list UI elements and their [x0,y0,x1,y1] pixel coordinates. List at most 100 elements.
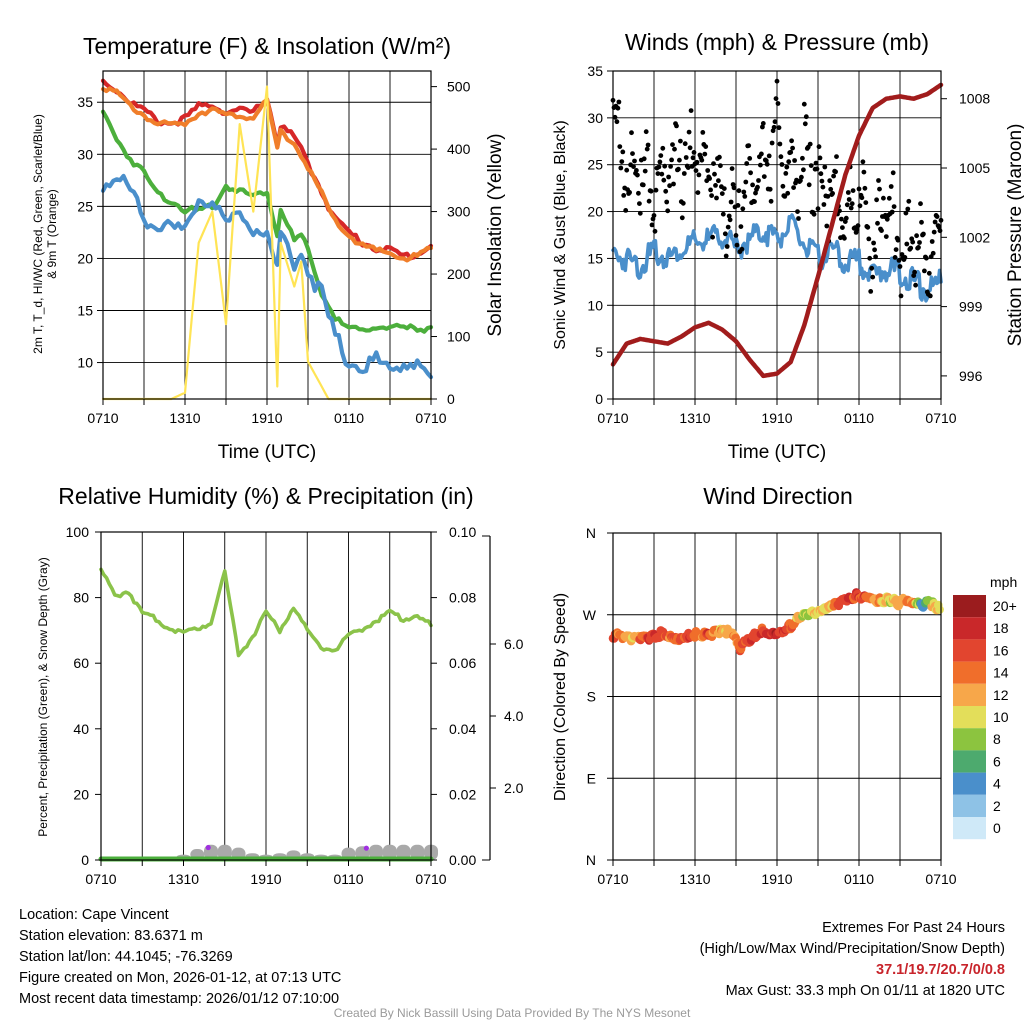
gust-point [703,144,709,150]
gust-point [663,188,669,194]
temp-y2-tick-label: 500 [447,79,471,95]
gust-point [786,159,792,165]
temp-y-tick-label: 20 [77,250,93,266]
station-info: Location: Cape Vincent Station elevation… [19,905,341,1010]
recent-data-text: Most recent data timestamp: 2026/01/12 0… [19,991,340,1007]
gust-point [694,159,700,165]
gust-point [716,178,721,184]
dir-legend-swatch [953,794,986,817]
temp-y2-tick-label: 400 [447,141,471,157]
gust-point [916,245,921,250]
gust-point [883,234,889,240]
gust-point [674,123,679,129]
dir-legend-swatch [953,595,986,618]
rh-y3-tick-label: 4.0 [504,708,524,724]
gust-point [641,156,647,162]
gust-point [683,155,689,160]
rh-y-tick-label: 100 [66,524,90,540]
rh-x-tick-label: 1910 [250,871,281,887]
gust-point [723,253,729,259]
gust-point [629,130,634,136]
gust-point [623,208,629,213]
dir-y-tick-label: N [586,525,596,541]
gust-point [652,228,658,234]
gust-point [801,167,806,173]
wind-x-tick-label: 0710 [925,410,956,426]
elevation-text: Station elevation: 83.6371 m [19,928,203,944]
gust-point [848,205,854,211]
gust-point [905,206,911,212]
snow-depth-mark [369,844,383,860]
gust-point [834,154,839,160]
dir-legend-swatch [953,728,986,751]
gust-point [865,224,871,230]
gust-point [782,194,788,199]
gust-point [821,202,827,207]
gust-point [825,194,831,199]
gust-point [769,140,775,146]
gust-point [690,155,696,161]
gust-point [636,190,641,196]
rh-y-axis-label: Percent, Precipitation (Green), & Snow D… [36,557,50,836]
gust-point [764,161,770,167]
rh-y2-tick-label: 0.04 [449,721,476,737]
gust-point [879,228,884,234]
wind-y-tick-label: 10 [587,297,603,313]
gust-point [645,142,651,148]
dir-legend-swatch [953,683,986,706]
gust-point [849,201,855,207]
rh-y-tick-label: 80 [73,590,89,606]
gust-point [850,188,856,194]
gust-point [776,125,782,131]
gust-point [678,138,683,144]
gust-point [820,184,826,190]
dir-legend-label: 10 [993,709,1009,725]
temp-y-tick-label: 10 [77,355,93,371]
wind-y-tick-label: 30 [587,110,603,126]
gust-point [709,193,714,199]
temp-y2-tick-label: 200 [447,266,471,282]
gust-point [842,235,847,241]
dir-legend-label: 4 [993,776,1001,792]
dir-y-tick-label: W [583,607,597,623]
gust-point [795,209,800,215]
gust-point [846,197,852,202]
temp-x-tick-label: 0710 [87,410,118,426]
dir-y-axis-label: Direction (Colored By Speed) [552,593,569,801]
gust-point [867,255,873,261]
gust-point [919,219,924,225]
gust-point [827,178,833,184]
dir-x-tick-label: 1310 [679,871,710,887]
gust-point [726,213,732,219]
gust-point [817,155,823,161]
gust-point [895,237,901,243]
gust-point [661,177,667,183]
dir-x-tick-label: 1910 [761,871,792,887]
dir-legend-swatch [953,661,986,684]
gust-point [818,171,824,177]
gust-point [929,239,935,244]
gust-point [740,206,746,212]
temp-x-tick-label: 1910 [251,410,282,426]
created-text: Figure created on Mon, 2026-01-12, at 07… [19,970,342,986]
gust-point [866,236,872,242]
dir-legend-swatch [953,750,986,773]
gust-point [691,150,697,155]
gust-point [875,220,880,226]
rh-x-tick-label: 0710 [85,871,116,887]
gust-point [620,149,626,155]
gust-point [667,183,672,189]
dir-y-tick-label: E [587,770,596,786]
gust-point [815,206,821,212]
gust-point [670,142,675,148]
rh-title: Relative Humidity (%) & Precipitation (i… [58,483,473,509]
dir-y-tick-label: N [586,852,596,868]
gust-point [889,209,895,215]
gust-point [669,157,674,163]
gust-point [854,227,860,233]
gust-point [702,151,708,157]
gust-point [724,244,730,249]
gust-point [799,174,804,180]
gust-point [731,185,737,191]
